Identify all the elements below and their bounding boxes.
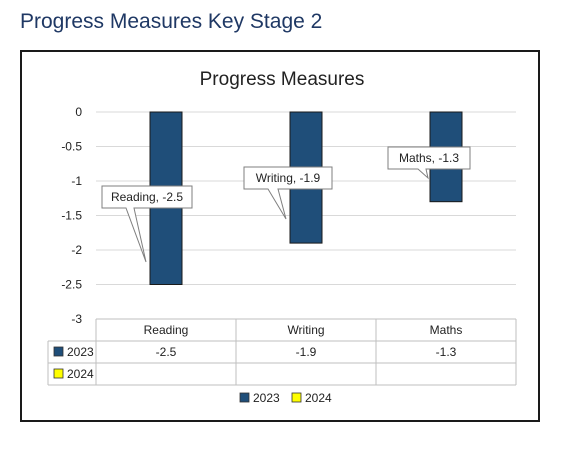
table-legend-key (53, 368, 64, 379)
y-tick-label: -1.5 (61, 209, 82, 223)
y-tick-label: -2.5 (61, 278, 82, 292)
table-legend-key (53, 346, 64, 357)
table-header: Writing (287, 323, 324, 337)
y-tick-label: -1 (71, 174, 82, 188)
table-row-label: 2023 (67, 345, 94, 359)
progress-chart: Progress Measures 0 -0.5 -1 -1.5 -2 -2.5 -3 Re… (47, 69, 517, 405)
data-callout (101, 185, 193, 263)
table-row-label: 2024 (67, 367, 94, 381)
table-cell: -2.5 (156, 345, 177, 359)
legend-label: 2024 (305, 391, 332, 405)
table-cell: -1.9 (296, 345, 317, 359)
y-tick-label: -3 (71, 312, 82, 326)
chart-title: Progress Measures (200, 69, 365, 90)
y-tick-label: -2 (71, 243, 82, 257)
table-header: Maths (430, 323, 463, 337)
legend-label: 2023 (253, 391, 280, 405)
data-callout-label: Writing, -1.9 (256, 171, 321, 185)
y-tick-label: 0 (75, 105, 82, 119)
data-callout (243, 166, 333, 220)
chart-frame: Progress Measures 0 -0.5 -1 -1.5 -2 -2.5 -3 Re… (20, 50, 540, 422)
page-heading: Progress Measures Key Stage 2 (20, 10, 323, 33)
data-callout-label: Reading, -2.5 (111, 190, 183, 204)
table-header: Reading (144, 323, 189, 337)
legend-swatch (291, 392, 302, 403)
y-tick-label: -0.5 (61, 140, 82, 154)
table-cell: -1.3 (436, 345, 457, 359)
data-callout (387, 146, 471, 180)
legend-swatch (239, 392, 250, 403)
data-callout-label: Maths, -1.3 (399, 151, 459, 165)
